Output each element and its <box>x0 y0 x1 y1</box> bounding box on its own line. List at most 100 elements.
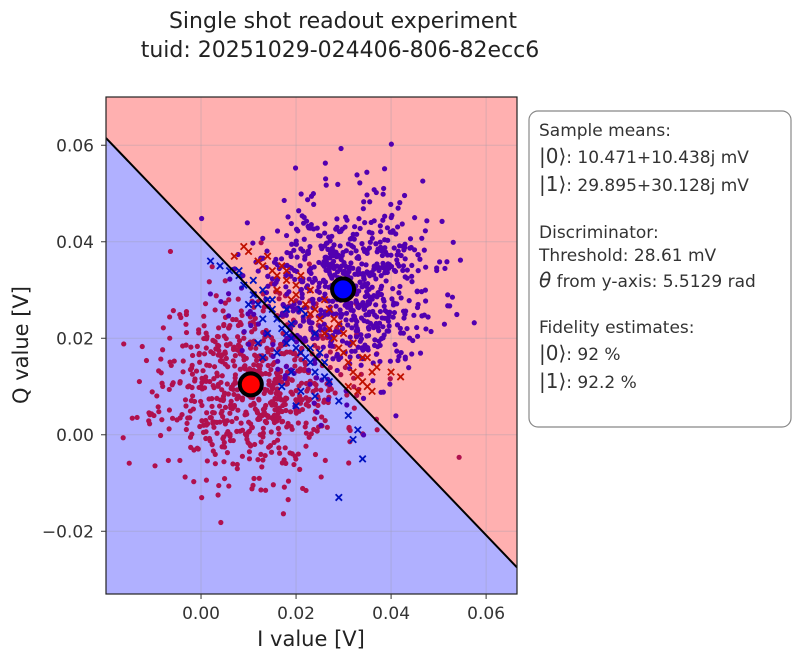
shot-point <box>243 355 249 361</box>
shot-point <box>227 410 233 416</box>
shot-point <box>306 434 312 440</box>
shot-point <box>355 328 361 334</box>
shot-point <box>353 334 360 340</box>
misassigned-x-marker <box>216 262 224 270</box>
shot-point <box>284 262 290 268</box>
shot-point <box>158 356 164 362</box>
shot-point <box>283 395 289 401</box>
shot-point <box>194 343 200 349</box>
shot-point <box>211 376 217 382</box>
shot-point <box>402 256 408 262</box>
shot-point <box>450 239 456 245</box>
shot-point <box>296 383 302 389</box>
misassigned-x-marker <box>296 271 305 280</box>
shot-point <box>256 416 262 422</box>
misassigned-x-marker <box>287 319 296 328</box>
fidelity-1-label: |1⟩ <box>539 369 566 393</box>
misassigned-x-marker <box>349 435 357 444</box>
shot-point <box>146 418 152 424</box>
misassigned-x-marker <box>311 368 319 376</box>
misassigned-x-marker <box>273 286 281 294</box>
shot-point <box>420 178 426 184</box>
shot-point <box>378 283 385 289</box>
shot-point <box>350 231 356 237</box>
shot-point <box>302 256 308 262</box>
shot-point <box>337 267 343 273</box>
shot-point <box>284 249 290 256</box>
shot-point <box>259 464 265 470</box>
shot-point <box>260 235 266 241</box>
shot-point <box>321 321 327 327</box>
shot-point <box>344 392 350 398</box>
misassigned-x-marker <box>273 315 281 323</box>
shot-point <box>209 403 215 409</box>
shot-point <box>346 460 352 466</box>
shot-point <box>381 303 387 309</box>
shot-point <box>219 373 225 379</box>
shot-point <box>160 347 166 353</box>
shot-point <box>126 460 132 466</box>
shot-point <box>291 267 297 273</box>
shot-point <box>398 350 404 356</box>
shot-point <box>232 372 239 378</box>
shot-point <box>406 298 412 304</box>
shot-point <box>201 313 207 319</box>
shot-point <box>323 254 329 260</box>
shot-point <box>226 483 232 489</box>
shot-point <box>394 252 400 258</box>
shot-point <box>212 461 218 467</box>
shot-point <box>177 457 183 464</box>
shot-point <box>156 368 162 374</box>
shot-point <box>312 275 318 281</box>
shot-point <box>283 407 289 414</box>
shot-point <box>293 388 299 394</box>
shot-point <box>206 362 213 369</box>
shot-point <box>225 364 231 370</box>
shot-point <box>364 247 370 253</box>
shot-point <box>380 335 386 341</box>
shot-point <box>285 214 291 220</box>
shot-point <box>201 351 208 357</box>
shot-point <box>398 295 404 301</box>
shot-point <box>284 349 290 355</box>
shot-point <box>310 335 316 342</box>
shot-point <box>444 259 450 265</box>
shot-point <box>288 220 294 227</box>
shot-point <box>270 482 276 488</box>
shot-point <box>301 214 307 220</box>
shot-point <box>279 460 285 466</box>
shot-point <box>306 267 313 273</box>
shot-point <box>311 400 317 406</box>
shot-point <box>322 230 328 236</box>
shot-point <box>399 221 405 227</box>
shot-point <box>354 271 360 277</box>
shot-point <box>230 381 237 388</box>
shot-point <box>237 319 243 326</box>
shot-point <box>338 354 344 361</box>
misassigned-x-marker <box>349 339 357 347</box>
shot-point <box>228 398 234 404</box>
shot-point <box>306 276 312 282</box>
shot-point <box>385 328 392 334</box>
shot-point <box>374 314 380 320</box>
misassigned-x-marker <box>282 276 291 285</box>
shot-point <box>415 251 421 258</box>
shot-point <box>188 398 194 404</box>
decision-boundary <box>106 137 517 569</box>
shot-point <box>293 339 300 345</box>
shot-point <box>380 324 386 330</box>
shot-point <box>334 367 340 374</box>
shot-point <box>409 279 415 285</box>
shot-point <box>364 333 370 339</box>
shot-point <box>396 290 402 296</box>
shot-point <box>303 430 310 436</box>
shot-point <box>391 267 398 273</box>
shot-point <box>260 434 266 440</box>
shot-point <box>169 415 176 421</box>
shot-point <box>445 292 451 298</box>
shot-point <box>252 326 258 332</box>
shot-point <box>346 424 352 431</box>
shot-point <box>396 353 402 360</box>
shot-point <box>271 439 277 446</box>
shot-point <box>362 293 368 300</box>
